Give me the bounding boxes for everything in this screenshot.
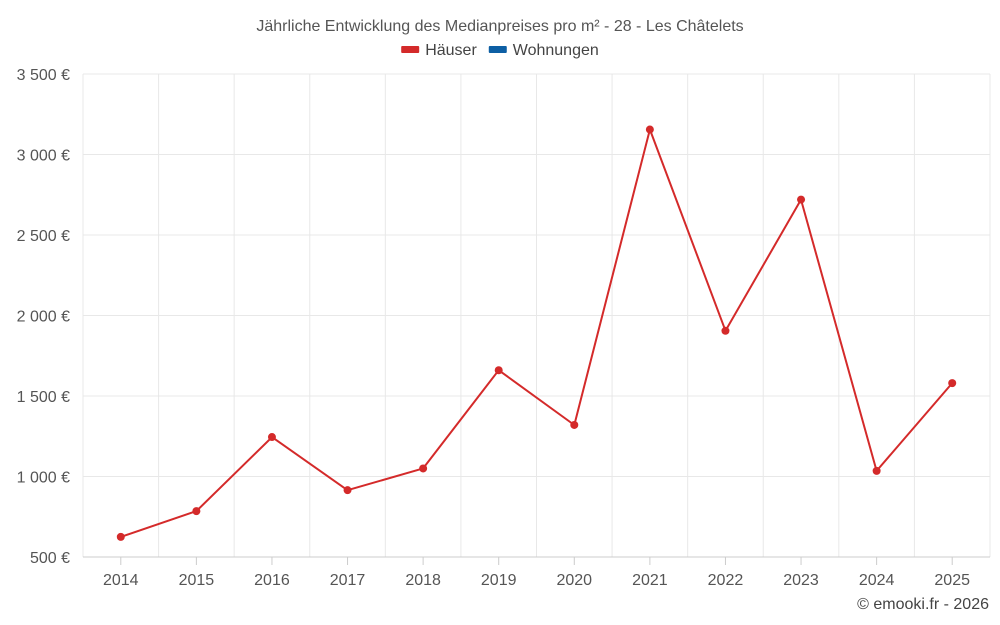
- x-tick-label: 2014: [103, 572, 139, 589]
- x-tick-label: 2020: [556, 572, 592, 589]
- credit-text: © emooki.fr - 2026: [857, 596, 989, 613]
- data-point[interactable]: [116, 532, 125, 541]
- data-point[interactable]: [192, 507, 201, 516]
- data-point[interactable]: [872, 466, 881, 475]
- y-tick-label: 3 500 €: [17, 67, 70, 84]
- data-point[interactable]: [494, 366, 503, 375]
- x-tick-label: 2023: [783, 572, 819, 589]
- legend-item[interactable]: Häuser: [401, 42, 477, 59]
- x-tick-label: 2015: [179, 572, 215, 589]
- legend: Häuser Wohnungen: [401, 42, 599, 59]
- x-tick-label: 2018: [405, 572, 441, 589]
- series-layer: [116, 125, 957, 541]
- data-point[interactable]: [419, 464, 428, 473]
- series-line: [120, 128, 953, 538]
- y-tick-label: 1 000 €: [17, 470, 70, 487]
- x-tick-label: 2022: [708, 572, 744, 589]
- legend-swatch: [488, 46, 507, 53]
- x-tick-label: 2025: [934, 572, 970, 589]
- x-tick-label: 2021: [632, 572, 668, 589]
- x-tick-label: 2024: [859, 572, 895, 589]
- legend-swatch: [401, 46, 420, 53]
- axes: 500 € 1 000 € 1 500 € 2 000 € 2 500 € 3 000 €…: [17, 67, 990, 589]
- data-point[interactable]: [343, 486, 352, 495]
- gridlines: [82, 73, 991, 557]
- y-tick-label: 1 500 €: [17, 389, 70, 406]
- x-tick-label: 2016: [254, 572, 290, 589]
- x-tick-label: 2019: [481, 572, 517, 589]
- data-point[interactable]: [645, 125, 654, 134]
- y-tick-label: 2 000 €: [17, 309, 70, 326]
- data-point[interactable]: [721, 326, 730, 335]
- x-tick-label: 2017: [330, 572, 366, 589]
- legend-label: Häuser: [425, 42, 477, 59]
- legend-label: Wohnungen: [513, 42, 599, 59]
- chart-title: Jährliche Entwicklung des Medianpreises …: [256, 18, 743, 35]
- y-tick-label: 2 500 €: [17, 228, 70, 245]
- legend-item[interactable]: Wohnungen: [488, 42, 599, 59]
- y-tick-label: 500 €: [30, 550, 70, 567]
- data-point[interactable]: [570, 420, 579, 429]
- data-point[interactable]: [797, 195, 806, 204]
- data-point[interactable]: [267, 433, 276, 442]
- data-point[interactable]: [948, 379, 957, 388]
- y-tick-label: 3 000 €: [17, 148, 70, 165]
